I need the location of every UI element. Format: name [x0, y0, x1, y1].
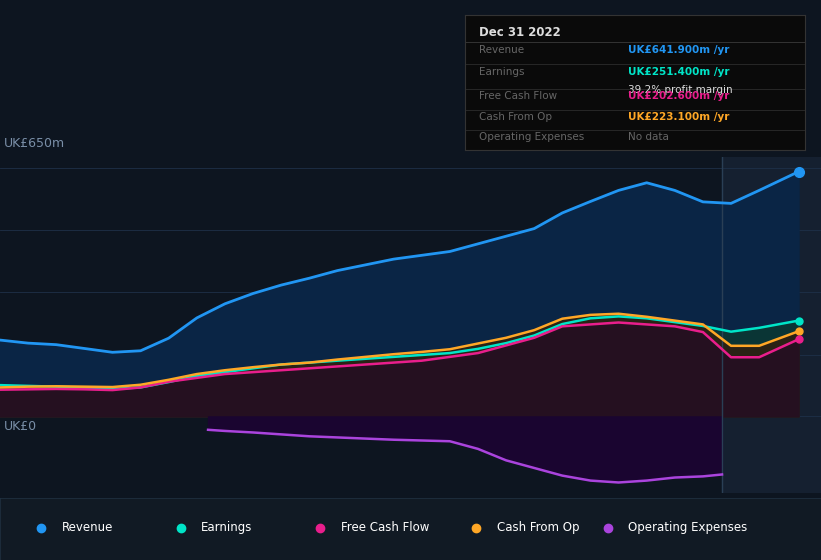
Text: UK£251.400m /yr: UK£251.400m /yr [628, 67, 730, 77]
Text: UK£223.100m /yr: UK£223.100m /yr [628, 112, 730, 122]
Text: 39.2% profit margin: 39.2% profit margin [628, 85, 733, 95]
Text: Cash From Op: Cash From Op [497, 521, 579, 534]
Bar [722, 157, 821, 493]
Text: Dec 31 2022: Dec 31 2022 [479, 26, 561, 39]
Text: Operating Expenses: Operating Expenses [628, 521, 747, 534]
Text: Revenue: Revenue [479, 45, 524, 55]
Text: UK£641.900m /yr: UK£641.900m /yr [628, 45, 730, 55]
Text: Free Cash Flow: Free Cash Flow [479, 91, 557, 101]
Text: UK£202.600m /yr: UK£202.600m /yr [628, 91, 730, 101]
Text: UK£650m: UK£650m [4, 137, 65, 150]
Text: Operating Expenses: Operating Expenses [479, 133, 584, 142]
Text: Revenue: Revenue [62, 521, 113, 534]
Text: Cash From Op: Cash From Op [479, 112, 552, 122]
Text: No data: No data [628, 133, 669, 142]
Text: UK£0: UK£0 [4, 420, 37, 433]
Text: Free Cash Flow: Free Cash Flow [341, 521, 429, 534]
Text: Earnings: Earnings [201, 521, 253, 534]
Text: Earnings: Earnings [479, 67, 524, 77]
